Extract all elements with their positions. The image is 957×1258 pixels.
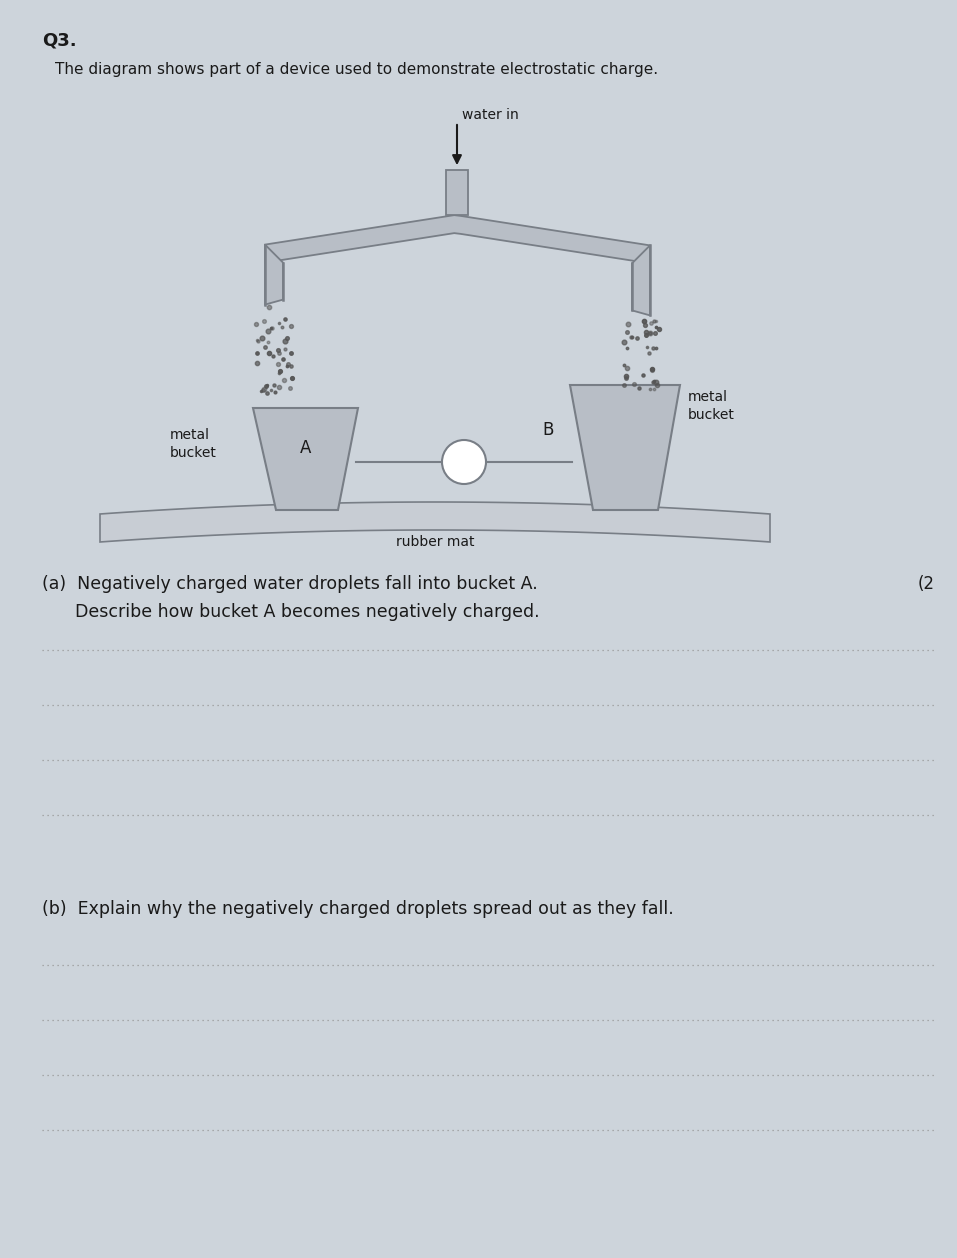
Bar [446, 170, 468, 215]
Polygon shape [632, 245, 650, 316]
Text: The diagram shows part of a device used to demonstrate electrostatic charge.: The diagram shows part of a device used … [55, 62, 658, 77]
Text: B: B [543, 421, 554, 439]
Text: Q3.: Q3. [42, 31, 77, 50]
Text: (2: (2 [918, 575, 935, 593]
Text: metal
bucket: metal bucket [170, 428, 217, 460]
Text: (a)  Negatively charged water droplets fall into bucket A.: (a) Negatively charged water droplets fa… [42, 575, 538, 593]
Text: rubber mat: rubber mat [396, 535, 475, 548]
Text: (b)  Explain why the negatively charged droplets spread out as they fall.: (b) Explain why the negatively charged d… [42, 899, 674, 918]
Polygon shape [570, 385, 680, 509]
Polygon shape [265, 215, 650, 263]
Polygon shape [253, 408, 358, 509]
Text: metal
bucket: metal bucket [688, 390, 735, 423]
Circle shape [442, 440, 486, 484]
Text: water in: water in [462, 108, 519, 122]
Text: V: V [458, 454, 470, 469]
Text: Describe how bucket A becomes negatively charged.: Describe how bucket A becomes negatively… [42, 603, 540, 621]
Polygon shape [100, 502, 770, 542]
Text: A: A [300, 439, 311, 457]
Polygon shape [265, 244, 283, 304]
